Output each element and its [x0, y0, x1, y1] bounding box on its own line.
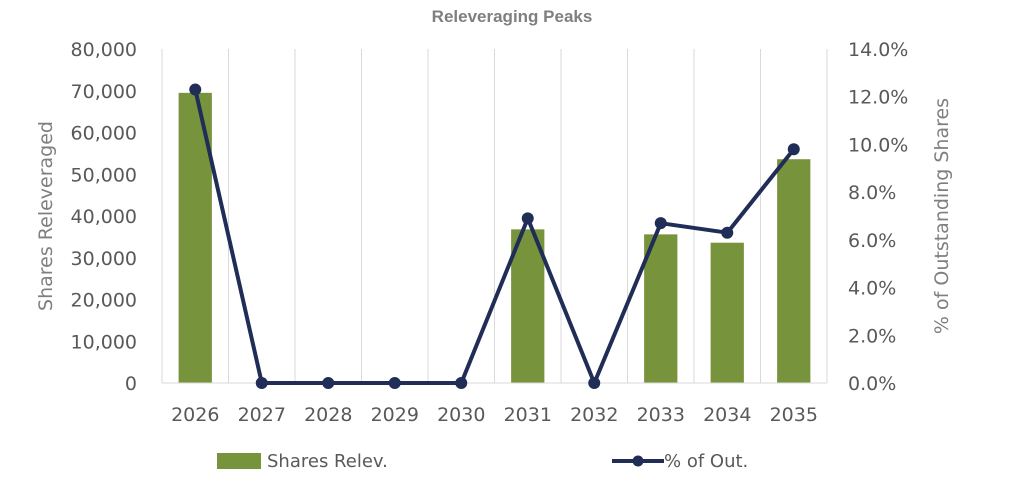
x-tick-label: 2030 — [437, 404, 485, 426]
pct-point-2027[interactable] — [255, 377, 268, 389]
y2-tick-label: 2.0% — [848, 325, 896, 347]
bar-2034[interactable] — [710, 242, 744, 383]
y2-tick-label: 4.0% — [848, 278, 896, 300]
grid — [161, 49, 828, 383]
pct-point-2026[interactable] — [189, 83, 202, 96]
y-tick-label: 70,000 — [71, 81, 137, 103]
line-series — [189, 83, 800, 389]
pct-point-2035[interactable] — [787, 143, 800, 156]
x-tick-label: 2033 — [637, 404, 685, 426]
x-tick-label: 2027 — [238, 404, 286, 426]
x-tick-label: 2032 — [570, 404, 618, 426]
y2-axis-title: % of Outstanding Shares — [931, 98, 953, 334]
x-tick-label: 2035 — [770, 404, 818, 426]
pct-point-2029[interactable] — [388, 377, 401, 389]
legend-item-bars[interactable]: Shares Relev. — [217, 451, 388, 472]
y2-tick-label: 12.0% — [848, 87, 908, 109]
pct-point-2033[interactable] — [654, 217, 667, 230]
y-tick-label: 0 — [125, 373, 137, 395]
x-tick-label: 2034 — [703, 404, 751, 426]
legend-line-marker — [632, 455, 644, 467]
bar-2035[interactable] — [777, 159, 811, 383]
bar-series — [178, 92, 811, 384]
y2-tick-label: 0.0% — [848, 373, 896, 395]
pct-point-2030[interactable] — [455, 377, 468, 389]
y-axis-title: Shares Releveraged — [35, 121, 57, 311]
legend-bar-swatch — [217, 453, 261, 469]
legend-bar-label: Shares Relev. — [267, 451, 388, 472]
y-tick-label: 30,000 — [71, 248, 137, 270]
pct-line — [193, 89, 796, 385]
legend: Shares Relev. % of Out. — [217, 451, 748, 472]
y-tick-label: 10,000 — [71, 331, 137, 353]
legend-item-line[interactable]: % of Out. — [612, 451, 748, 472]
y-tick-label: 20,000 — [71, 290, 137, 312]
pct-point-2031[interactable] — [521, 212, 534, 225]
x-tick-label: 2028 — [304, 404, 352, 426]
y2-axis-ticks: 0.0% 2.0% 4.0% 6.0% 8.0% 10.0% 12.0% 14.0% — [848, 39, 908, 395]
x-tick-label: 2031 — [504, 404, 552, 426]
y-tick-label: 40,000 — [71, 206, 137, 228]
y-tick-label: 50,000 — [71, 164, 137, 186]
x-axis-ticks: 2026 2027 2028 2029 2030 2031 2032 2033 2034 2035 — [171, 404, 818, 426]
y2-tick-label: 10.0% — [848, 134, 908, 156]
x-tick-label: 2029 — [371, 404, 419, 426]
bar-2033[interactable] — [644, 234, 678, 383]
legend-line-label: % of Out. — [664, 451, 748, 472]
x-tick-label: 2026 — [171, 404, 219, 426]
y2-tick-label: 14.0% — [848, 39, 908, 61]
bar-2031[interactable] — [511, 229, 545, 383]
pct-point-2034[interactable] — [721, 226, 734, 239]
pct-point-2028[interactable] — [322, 377, 335, 389]
chart-title: Releveraging Peaks — [432, 7, 593, 26]
y-tick-label: 60,000 — [71, 123, 137, 145]
pct-point-2032[interactable] — [588, 377, 601, 389]
y2-tick-label: 8.0% — [848, 182, 896, 204]
y2-tick-label: 6.0% — [848, 230, 896, 252]
y-axis-ticks: 0 10,000 20,000 30,000 40,000 50,000 60,000 70,… — [71, 39, 137, 395]
y-tick-label: 80,000 — [71, 39, 137, 61]
